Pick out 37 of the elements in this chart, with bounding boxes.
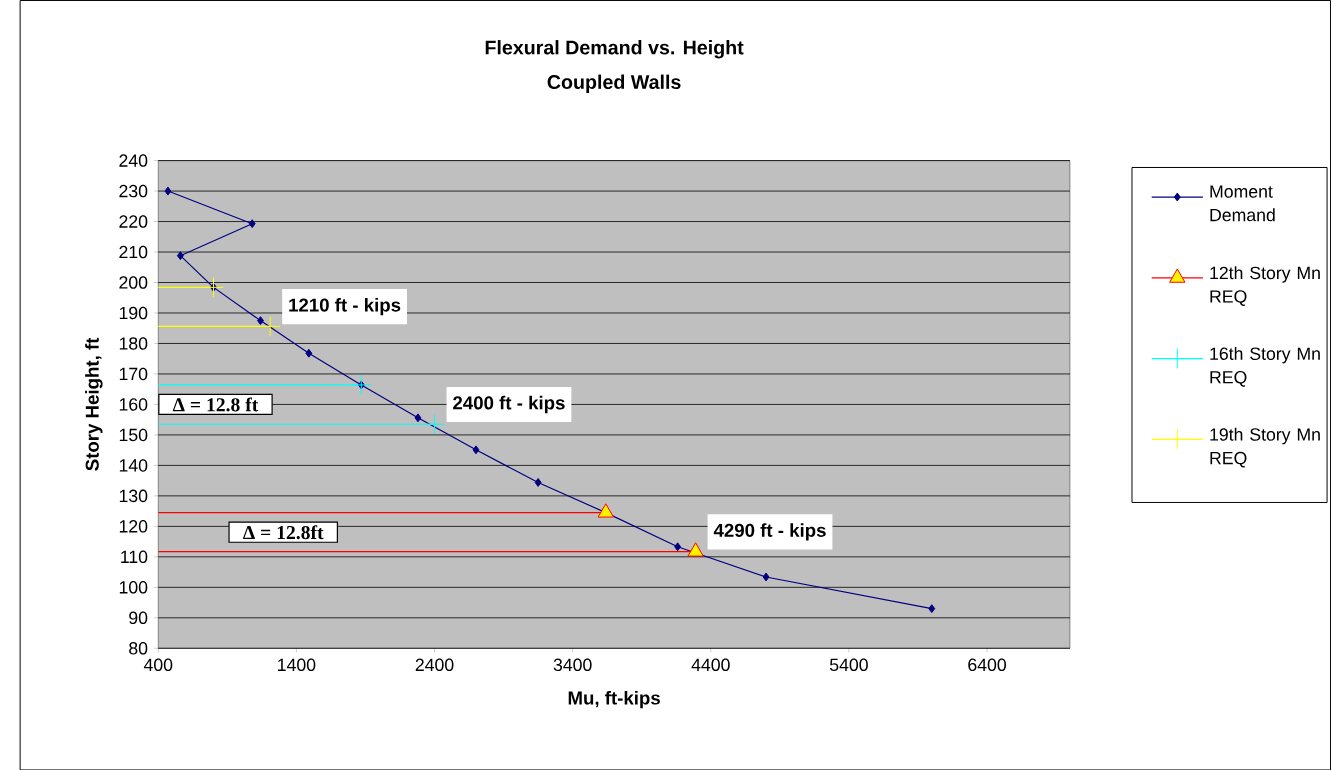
y-tick-label: 170 <box>119 367 148 380</box>
y-tick-label: 110 <box>121 550 148 563</box>
annotation: Δ = 12.8ft <box>243 524 324 540</box>
y-tick-label: 230 <box>119 184 148 198</box>
y-tick-label: 90 <box>129 611 148 624</box>
x-tick-label: 6400 <box>968 658 1007 671</box>
y-tick-label: 160 <box>119 397 148 411</box>
y-tick-label: 130 <box>119 489 148 502</box>
y-tick-label: 120 <box>119 519 148 533</box>
y-tick-label: 140 <box>119 458 148 472</box>
x-tick-label: 5400 <box>829 658 868 671</box>
x-tick-label: 3400 <box>553 658 592 671</box>
annotation: Δ = 12.8 ft <box>172 397 259 412</box>
y-tick-label: 190 <box>119 306 148 320</box>
y-tick-label: 150 <box>119 428 148 441</box>
y-tick-label: 220 <box>119 215 148 228</box>
annotation: 2400 ft - kips <box>453 395 565 413</box>
legend-label: Moment Demand <box>1210 185 1275 222</box>
x-tick-label: 400 <box>143 658 173 671</box>
legend-label: 16th Story Mn REQ <box>1210 346 1320 387</box>
y-tick-label: 210 <box>119 245 148 259</box>
y-tick-label: 200 <box>119 276 148 289</box>
annotation: 1210 ft - kips <box>289 297 401 316</box>
x-tick-label: 2400 <box>415 658 454 671</box>
x-axis-title: Mu, ft-kips <box>568 690 660 709</box>
y-tick-label: 180 <box>119 336 148 350</box>
y-tick-label: 100 <box>119 580 148 594</box>
annotation: 4290 ft - kips <box>713 523 826 541</box>
x-tick-label: 4400 <box>691 658 730 671</box>
y-tick-label: 240 <box>119 154 148 167</box>
legend-label: 19th Story Mn REQ <box>1210 427 1320 468</box>
chart-subtitle: Coupled Walls <box>547 74 681 93</box>
chart-title: Flexural Demand vs. Height <box>485 39 744 59</box>
y-tick-label: 80 <box>129 641 148 655</box>
legend-label: 12th Story Mn REQ <box>1210 265 1320 306</box>
x-tick-label: 1400 <box>278 658 316 671</box>
y-axis-title: Story Height, ft <box>85 337 103 471</box>
